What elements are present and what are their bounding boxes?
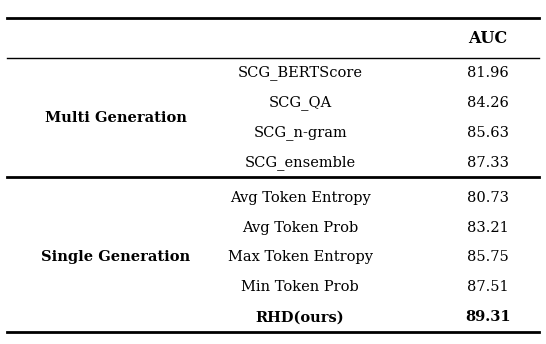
Text: 87.51: 87.51	[467, 280, 508, 294]
Text: 81.96: 81.96	[467, 66, 508, 80]
Text: Multi Generation: Multi Generation	[45, 110, 186, 125]
Text: SCG_ensemble: SCG_ensemble	[245, 155, 356, 170]
Text: Max Token Entropy: Max Token Entropy	[228, 250, 373, 265]
Text: SCG_QA: SCG_QA	[269, 95, 332, 110]
Text: 83.21: 83.21	[467, 221, 508, 235]
Text: SCG_BERTScore: SCG_BERTScore	[238, 65, 363, 80]
Text: AUC: AUC	[468, 30, 507, 46]
Text: Min Token Prob: Min Token Prob	[241, 280, 359, 294]
Text: SCG_n-gram: SCG_n-gram	[253, 125, 347, 140]
Text: Avg Token Entropy: Avg Token Entropy	[230, 191, 371, 205]
Text: RHD(ours): RHD(ours)	[256, 310, 345, 324]
Text: 87.33: 87.33	[467, 155, 508, 170]
Text: 80.73: 80.73	[467, 191, 508, 205]
Text: Single Generation: Single Generation	[41, 250, 190, 265]
Text: 84.26: 84.26	[467, 96, 508, 110]
Text: 85.75: 85.75	[467, 250, 508, 265]
Text: 85.63: 85.63	[467, 126, 508, 140]
Text: 89.31: 89.31	[465, 310, 511, 324]
Text: Avg Token Prob: Avg Token Prob	[242, 221, 358, 235]
